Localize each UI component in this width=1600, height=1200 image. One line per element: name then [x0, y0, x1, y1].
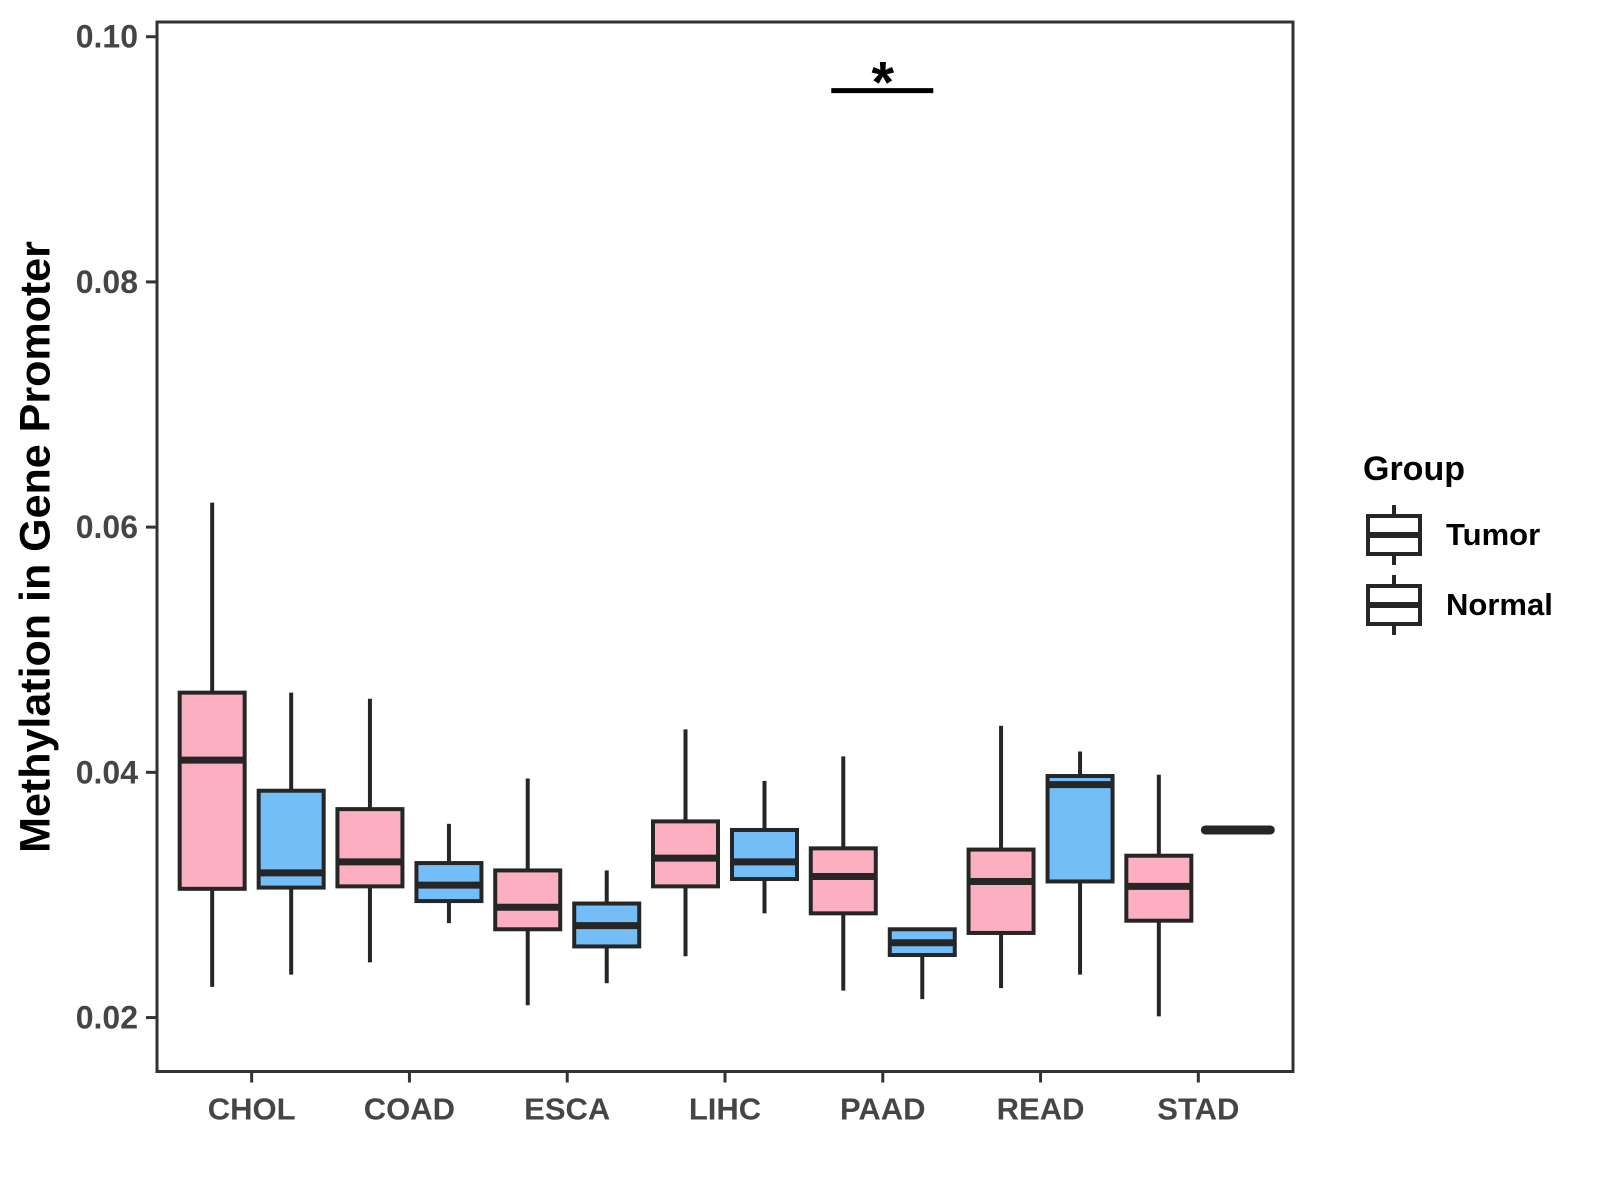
legend-title: Group	[1363, 450, 1465, 488]
x-tick-label-LIHC: LIHC	[689, 1092, 761, 1127]
y-tick-label-0.04: 0.04	[76, 754, 138, 790]
panel-border	[155, 20, 1295, 1073]
PAAD-Tumor-box	[808, 846, 878, 916]
x-tick-label-ESCA: ESCA	[524, 1092, 610, 1127]
x-tick-label-COAD: COAD	[364, 1092, 455, 1127]
LIHC-Tumor-box	[651, 819, 720, 889]
y-tick-label-0.06: 0.06	[76, 509, 138, 545]
ESCA-Tumor-box	[493, 868, 563, 932]
significance-asterisk: *	[871, 51, 894, 116]
legend-item-tumor: Tumor	[1340, 503, 1590, 567]
x-tick-label-READ: READ	[997, 1092, 1085, 1127]
y-tick-label-0.02: 0.02	[76, 1000, 138, 1036]
x-tick-label-PAAD: PAAD	[840, 1092, 926, 1127]
legend-label-tumor: Tumor	[1446, 517, 1541, 552]
x-tick-label-STAD: STAD	[1157, 1092, 1239, 1127]
legend-item-normal: Normal	[1340, 573, 1590, 637]
READ-Normal-box	[1045, 774, 1115, 884]
CHOL-Tumor-box	[177, 690, 247, 891]
READ-Tumor-box	[966, 847, 1036, 935]
y-axis-title: Methylation in Gene Promoter	[11, 241, 60, 853]
y-tick-label-0.08: 0.08	[76, 264, 138, 300]
normal-boxplot-key-icon	[1366, 575, 1422, 635]
y-tick-label-0.10: 0.10	[76, 19, 138, 55]
LIHC-Normal-box	[730, 827, 799, 882]
x-tick-label-CHOL: CHOL	[208, 1092, 296, 1127]
legend: Group Tumor Normal	[1340, 450, 1590, 643]
legend-label-normal: Normal	[1446, 587, 1553, 622]
tumor-boxplot-key-icon	[1366, 505, 1422, 565]
COAD-Tumor-box	[335, 807, 405, 889]
